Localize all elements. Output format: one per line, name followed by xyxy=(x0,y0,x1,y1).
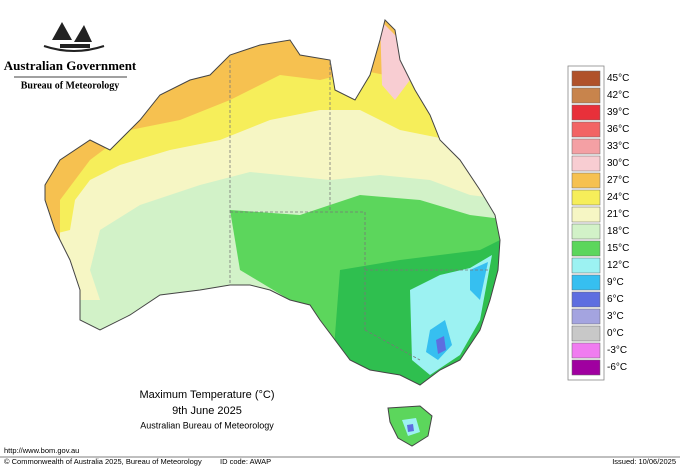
legend-swatch xyxy=(571,274,601,291)
legend-label: 33°C xyxy=(607,141,629,152)
issued: Issued: 10/06/2025 xyxy=(612,457,676,466)
legend-swatch xyxy=(571,308,601,325)
legend-swatch xyxy=(571,104,601,121)
tasmania xyxy=(387,405,433,447)
legend: 45°C 42°C 39°C 36°C 33°C 30°C 27°C 24°C 21°C 18°C… xyxy=(571,70,629,376)
legend-label: 30°C xyxy=(607,158,629,169)
map-source: Australian Bureau of Meteorology xyxy=(140,420,274,430)
legend-swatch xyxy=(571,189,601,206)
legend-swatch xyxy=(571,342,601,359)
legend-label: 45°C xyxy=(607,73,629,84)
id-code: ID code: AWAP xyxy=(220,457,271,466)
state-borders xyxy=(229,60,490,361)
legend-swatch xyxy=(571,87,601,104)
legend-swatch xyxy=(571,121,601,138)
legend-swatch xyxy=(571,138,601,155)
legend-label: 15°C xyxy=(607,243,629,254)
legend-label: -3°C xyxy=(607,345,627,356)
legend-swatch xyxy=(571,240,601,257)
legend-swatch xyxy=(571,70,601,87)
legend-label: 36°C xyxy=(607,124,629,135)
legend-label: 6°C xyxy=(607,294,624,305)
logo xyxy=(43,22,105,52)
map-title: Maximum Temperature (°C) xyxy=(139,389,274,401)
url: http://www.bom.gov.au xyxy=(4,446,79,455)
legend-swatch xyxy=(571,291,601,308)
legend-swatch xyxy=(571,325,601,342)
legend-label: 12°C xyxy=(607,260,629,271)
legend-label: 42°C xyxy=(607,90,629,101)
legend-swatch xyxy=(571,206,601,223)
legend-swatch xyxy=(571,223,601,240)
legend-label: 9°C xyxy=(607,277,624,288)
legend-frame xyxy=(567,65,605,381)
copyright: © Commonwealth of Australia 2025, Bureau… xyxy=(4,457,202,466)
legend-label: 3°C xyxy=(607,311,624,322)
legend-label: -6°C xyxy=(607,362,627,373)
legend-label: 0°C xyxy=(607,328,624,339)
legend-swatch xyxy=(571,172,601,189)
legend-label: 18°C xyxy=(607,226,629,237)
legend-label: 24°C xyxy=(607,192,629,203)
agency: Bureau of Meteorology xyxy=(21,80,120,91)
legend-swatch xyxy=(571,359,601,376)
government: Australian Government xyxy=(4,58,137,73)
legend-swatch xyxy=(571,257,601,274)
coastline xyxy=(44,19,501,386)
legend-label: 21°C xyxy=(607,209,629,220)
legend-label: 27°C xyxy=(607,175,629,186)
legend-label: 39°C xyxy=(607,107,629,118)
legend-swatch xyxy=(571,155,601,172)
map-date: 9th June 2025 xyxy=(172,405,242,417)
